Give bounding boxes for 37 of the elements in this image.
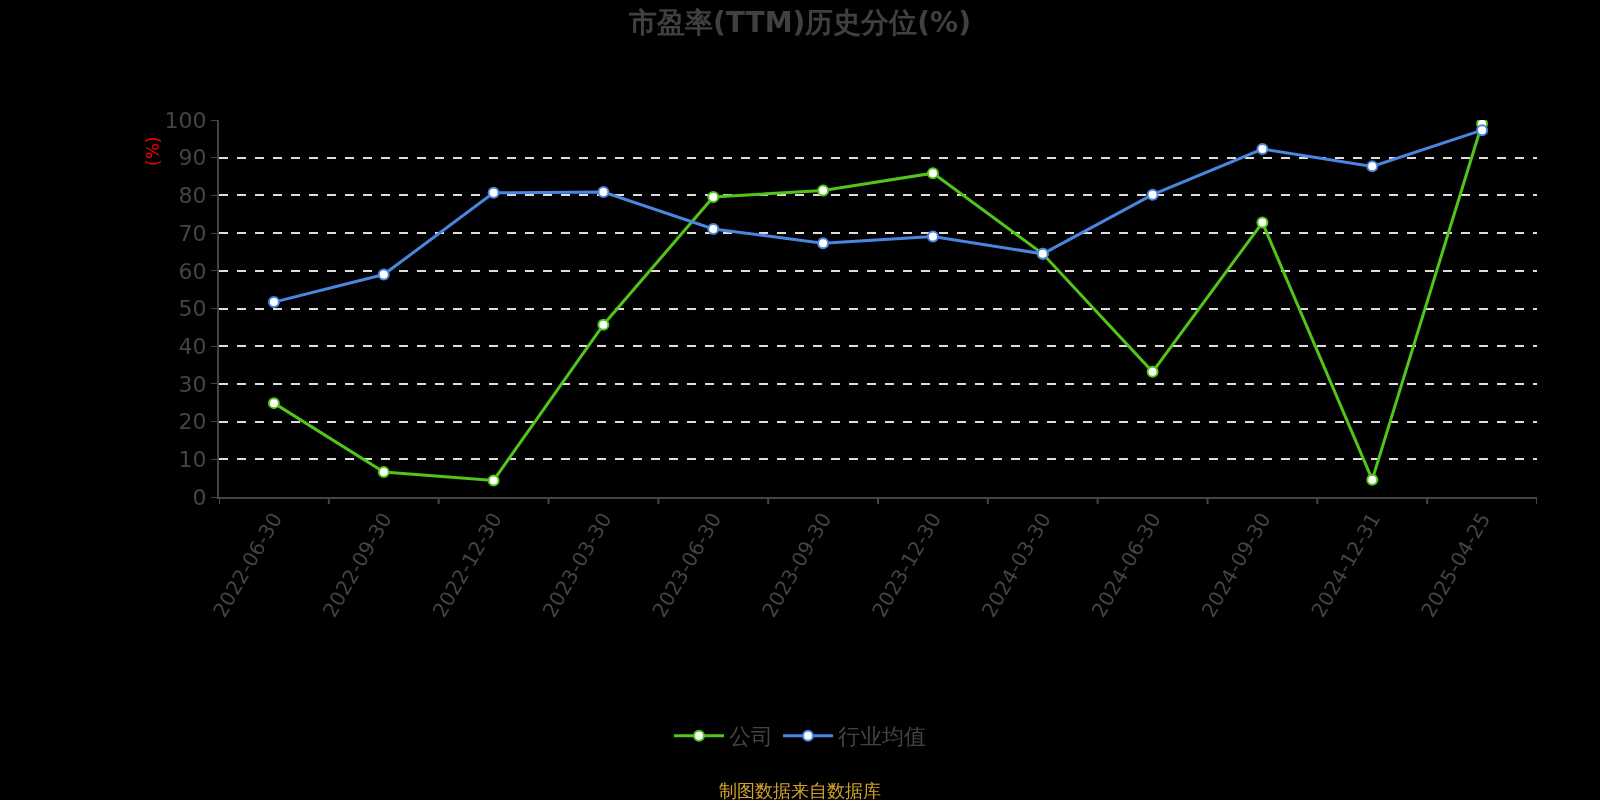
point [707,222,720,235]
y-tick-label: 50 [178,296,207,322]
y-tick-label: 30 [178,371,207,397]
point [817,237,830,250]
y-tick-label: 20 [178,409,207,435]
point [377,466,390,479]
point [1146,365,1159,378]
point [267,296,280,309]
point [1476,124,1489,137]
point [487,186,500,199]
point [267,397,280,410]
point [707,190,720,203]
chart-title: 市盈率(TTM)历史分位(%) [628,5,971,39]
text: 制图数据来自数据库 [719,780,881,800]
point [377,268,390,281]
y-tick-label: 10 [178,447,207,472]
y-tick-label: 90 [178,145,207,171]
y-axis-title: (%) [143,136,163,166]
point [487,474,500,487]
y-tick-label: 70 [178,220,207,246]
y-tick-label: 100 [164,107,207,133]
y-tick-label: 80 [178,183,207,209]
point [1366,160,1379,173]
y-tick-label: 0 [192,484,207,510]
point [817,184,830,197]
point [926,167,939,180]
point [1256,216,1269,229]
y-tick-label: 40 [178,333,207,359]
point [1146,188,1159,201]
y-tick-label: 60 [178,258,207,284]
point [1256,143,1269,156]
point [1366,473,1379,486]
legend-label: 行业均值 [838,724,926,750]
point [597,318,610,331]
legend-label: 公司 [729,724,773,750]
point [597,186,610,199]
point [926,230,939,243]
